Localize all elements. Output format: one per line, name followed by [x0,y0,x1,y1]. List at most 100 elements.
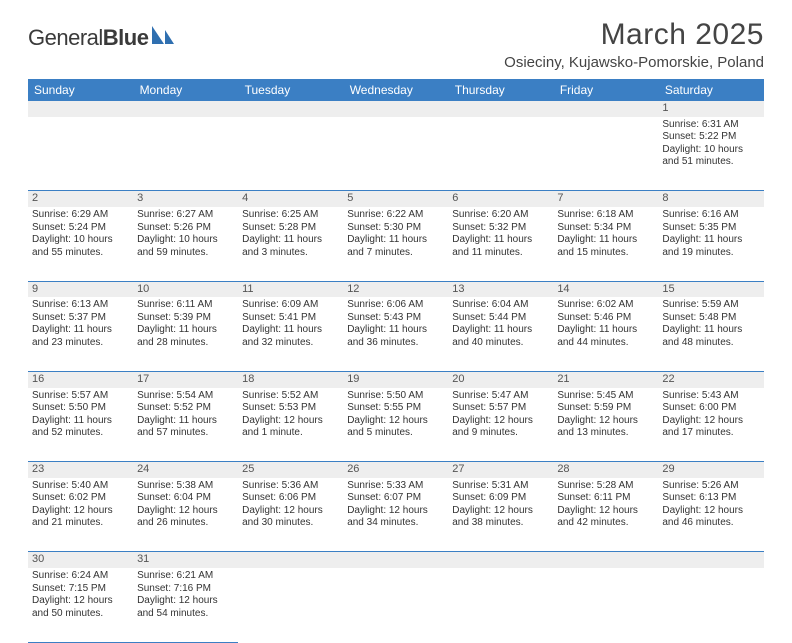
sunset-text: Sunset: 5:22 PM [662,131,759,144]
daylight-text: Daylight: 11 hours [32,324,129,337]
sunrise-text: Sunrise: 6:21 AM [137,570,234,583]
daylight-text: and 3 minutes. [242,247,339,260]
sunrise-text: Sunrise: 5:33 AM [347,480,444,493]
day-number-cell: 8 [658,191,763,207]
sunrise-text: Sunrise: 6:09 AM [242,299,339,312]
daylight-text: Daylight: 10 hours [32,234,129,247]
day-number-row: 23242526272829 [28,462,764,478]
sunset-text: Sunset: 5:32 PM [452,222,549,235]
sunset-text: Sunset: 6:13 PM [662,492,759,505]
day-header: Wednesday [343,79,448,101]
day-number-cell: 15 [658,281,763,297]
week-row: Sunrise: 6:24 AMSunset: 7:15 PMDaylight:… [28,568,764,642]
daylight-text: and 36 minutes. [347,337,444,350]
day-cell: Sunrise: 5:31 AMSunset: 6:09 PMDaylight:… [448,478,553,552]
day-cell: Sunrise: 5:26 AMSunset: 6:13 PMDaylight:… [658,478,763,552]
sunset-text: Sunset: 6:09 PM [452,492,549,505]
sunrise-text: Sunrise: 6:27 AM [137,209,234,222]
daylight-text: Daylight: 12 hours [242,505,339,518]
sunrise-text: Sunrise: 6:25 AM [242,209,339,222]
sunrise-text: Sunrise: 5:52 AM [242,390,339,403]
day-number-row: 16171819202122 [28,371,764,387]
daylight-text: and 7 minutes. [347,247,444,260]
daylight-text: Daylight: 11 hours [452,234,549,247]
day-number-cell [343,101,448,117]
day-cell: Sunrise: 5:36 AMSunset: 6:06 PMDaylight:… [238,478,343,552]
location: Osieciny, Kujawsko-Pomorskie, Poland [504,54,764,71]
logo: GeneralBlue [28,24,176,51]
sunrise-text: Sunrise: 5:26 AM [662,480,759,493]
sunset-text: Sunset: 7:15 PM [32,583,129,596]
day-number-cell: 27 [448,462,553,478]
sunrise-text: Sunrise: 6:20 AM [452,209,549,222]
daylight-text: and 50 minutes. [32,608,129,621]
daylight-text: Daylight: 12 hours [347,415,444,428]
day-cell: Sunrise: 6:16 AMSunset: 5:35 PMDaylight:… [658,207,763,281]
sunrise-text: Sunrise: 5:38 AM [137,480,234,493]
daylight-text: and 21 minutes. [32,517,129,530]
daylight-text: and 9 minutes. [452,427,549,440]
daylight-text: and 15 minutes. [557,247,654,260]
day-number-cell: 22 [658,371,763,387]
sunrise-text: Sunrise: 5:31 AM [452,480,549,493]
sunrise-text: Sunrise: 6:22 AM [347,209,444,222]
day-header: Monday [133,79,238,101]
sunset-text: Sunset: 5:41 PM [242,312,339,325]
day-header: Thursday [448,79,553,101]
sunrise-text: Sunrise: 6:13 AM [32,299,129,312]
day-cell [238,568,343,642]
day-cell: Sunrise: 5:59 AMSunset: 5:48 PMDaylight:… [658,297,763,371]
daylight-text: and 34 minutes. [347,517,444,530]
sunset-text: Sunset: 5:26 PM [137,222,234,235]
sunset-text: Sunset: 6:00 PM [662,402,759,415]
daylight-text: and 17 minutes. [662,427,759,440]
calendar-body: 1Sunrise: 6:31 AMSunset: 5:22 PMDaylight… [28,101,764,642]
day-number-cell: 19 [343,371,448,387]
daylight-text: Daylight: 11 hours [557,234,654,247]
sunset-text: Sunset: 6:06 PM [242,492,339,505]
daylight-text: and 57 minutes. [137,427,234,440]
day-number-cell: 24 [133,462,238,478]
day-number-row: 1 [28,101,764,117]
day-number-cell: 20 [448,371,553,387]
daylight-text: and 26 minutes. [137,517,234,530]
day-number-cell: 1 [658,101,763,117]
daylight-text: Daylight: 11 hours [662,234,759,247]
day-number-cell: 6 [448,191,553,207]
logo-word-b: Blue [103,25,149,50]
sunset-text: Sunset: 5:53 PM [242,402,339,415]
day-cell: Sunrise: 5:28 AMSunset: 6:11 PMDaylight:… [553,478,658,552]
sunset-text: Sunset: 5:35 PM [662,222,759,235]
day-number-cell: 30 [28,552,133,568]
day-number-cell: 13 [448,281,553,297]
sunset-text: Sunset: 5:30 PM [347,222,444,235]
sunrise-text: Sunrise: 5:40 AM [32,480,129,493]
daylight-text: Daylight: 11 hours [137,415,234,428]
sunset-text: Sunset: 5:57 PM [452,402,549,415]
sunset-text: Sunset: 6:07 PM [347,492,444,505]
day-cell: Sunrise: 5:52 AMSunset: 5:53 PMDaylight:… [238,388,343,462]
day-cell: Sunrise: 5:33 AMSunset: 6:07 PMDaylight:… [343,478,448,552]
sunset-text: Sunset: 7:16 PM [137,583,234,596]
week-row: Sunrise: 5:57 AMSunset: 5:50 PMDaylight:… [28,388,764,462]
day-number-cell [553,101,658,117]
daylight-text: and 52 minutes. [32,427,129,440]
day-number-cell: 10 [133,281,238,297]
day-number-cell: 2 [28,191,133,207]
day-cell: Sunrise: 6:22 AMSunset: 5:30 PMDaylight:… [343,207,448,281]
day-cell: Sunrise: 5:38 AMSunset: 6:04 PMDaylight:… [133,478,238,552]
day-number-cell: 16 [28,371,133,387]
day-cell [238,117,343,191]
sunrise-text: Sunrise: 6:18 AM [557,209,654,222]
sunset-text: Sunset: 5:59 PM [557,402,654,415]
day-number-cell [343,552,448,568]
day-cell [133,117,238,191]
daylight-text: Daylight: 12 hours [32,595,129,608]
sunset-text: Sunset: 6:11 PM [557,492,654,505]
daylight-text: and 46 minutes. [662,517,759,530]
sunset-text: Sunset: 5:55 PM [347,402,444,415]
day-cell: Sunrise: 6:20 AMSunset: 5:32 PMDaylight:… [448,207,553,281]
day-cell: Sunrise: 6:13 AMSunset: 5:37 PMDaylight:… [28,297,133,371]
daylight-text: Daylight: 10 hours [662,144,759,157]
daylight-text: Daylight: 11 hours [452,324,549,337]
